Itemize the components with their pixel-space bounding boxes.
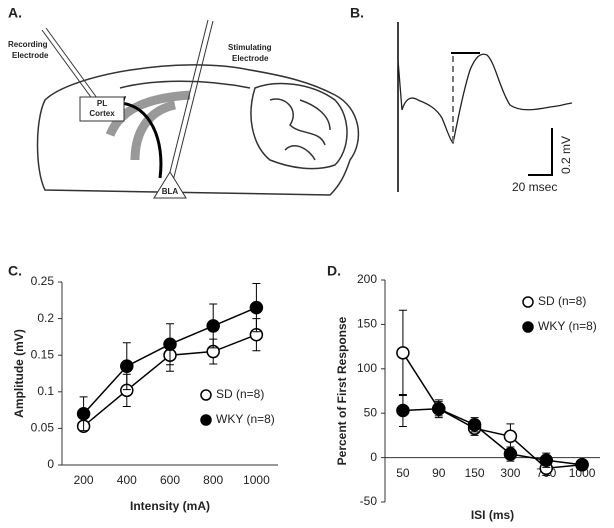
- marker: [76, 407, 91, 421]
- y-tick-label: -50: [360, 494, 378, 508]
- marker: [249, 300, 264, 315]
- scale-bar: [528, 128, 553, 176]
- panel-label: C.: [8, 263, 22, 279]
- electrode: [167, 19, 209, 181]
- legend-label: SD (n=8): [538, 294, 586, 308]
- legend-marker: [200, 389, 212, 401]
- marker: [539, 453, 553, 468]
- electrode-label: Recording: [8, 40, 48, 49]
- marker: [396, 346, 410, 360]
- x-axis-title: Intensity (mA): [130, 499, 210, 513]
- panel-label: B.: [350, 5, 364, 21]
- y-axis-title: Amplitude (mV): [12, 329, 26, 418]
- panel-label: D.: [327, 263, 341, 279]
- series-line: [402, 408, 583, 466]
- y-tick-label: 100: [357, 361, 377, 375]
- electrode: [45, 27, 98, 99]
- marker: [120, 359, 134, 373]
- x-tick-label: 600: [160, 473, 180, 487]
- y-tick-label: 0.15: [31, 347, 55, 361]
- trace: [397, 53, 573, 145]
- legend-label: WKY (n=8): [538, 319, 597, 333]
- x-tick-label: 50: [396, 466, 410, 480]
- y-tick-label: 50: [364, 405, 378, 419]
- marker: [163, 337, 177, 351]
- panel-label: A.: [8, 5, 22, 21]
- x-tick-label: 200: [74, 473, 94, 487]
- marker: [503, 429, 518, 444]
- marker: [503, 447, 518, 461]
- legend-marker: [522, 296, 534, 308]
- electrode-label: Stimulating: [228, 43, 272, 52]
- series-line: [402, 352, 583, 470]
- y-tick-label: 0.2: [37, 311, 54, 325]
- x-tick-label: 800: [203, 473, 223, 487]
- brain-diagram: [36, 64, 360, 196]
- x-tick-label: 300: [500, 466, 520, 480]
- electrode-label: Electrode: [232, 54, 269, 63]
- legend-marker: [200, 414, 212, 426]
- marker: [467, 417, 482, 432]
- electrode: [172, 20, 214, 182]
- legend-label: WKY (n=8): [216, 412, 275, 426]
- legend-marker: [522, 321, 534, 333]
- projection-arrow: [119, 101, 163, 179]
- marker: [432, 402, 446, 416]
- x-tick-label: 1000: [569, 466, 596, 480]
- electrode: [41, 29, 94, 101]
- y-axis-title: Percent of First Response: [335, 316, 349, 465]
- electrode-label: Electrode: [12, 51, 49, 60]
- region-label: Cortex: [89, 109, 115, 118]
- pathway: [130, 100, 177, 161]
- scale-label: 20 msec: [512, 180, 557, 194]
- y-tick-label: 200: [357, 272, 377, 286]
- y-tick-label: 0.25: [31, 274, 55, 288]
- region-label: BLA: [162, 187, 179, 196]
- bla-triangle: [153, 171, 187, 199]
- marker: [575, 457, 589, 472]
- y-tick-label: 150: [357, 317, 377, 331]
- y-tick-label: 0.05: [31, 421, 55, 435]
- x-tick-label: 90: [432, 466, 446, 480]
- x-axis-title: ISI (ms): [471, 508, 514, 522]
- y-tick-label: 0: [47, 457, 54, 471]
- x-tick-label: 1000: [243, 473, 270, 487]
- legend-label: SD (n=8): [216, 387, 264, 401]
- scale-label: 0.2 mV: [559, 136, 573, 174]
- y-tick-label: 0: [370, 450, 377, 464]
- pl-box: [79, 96, 125, 122]
- x-tick-label: 400: [117, 473, 137, 487]
- y-tick-label: 0.1: [37, 384, 54, 398]
- region-label: PL: [97, 99, 107, 108]
- marker: [396, 403, 410, 418]
- marker: [206, 319, 220, 333]
- x-tick-label: 150: [465, 466, 485, 480]
